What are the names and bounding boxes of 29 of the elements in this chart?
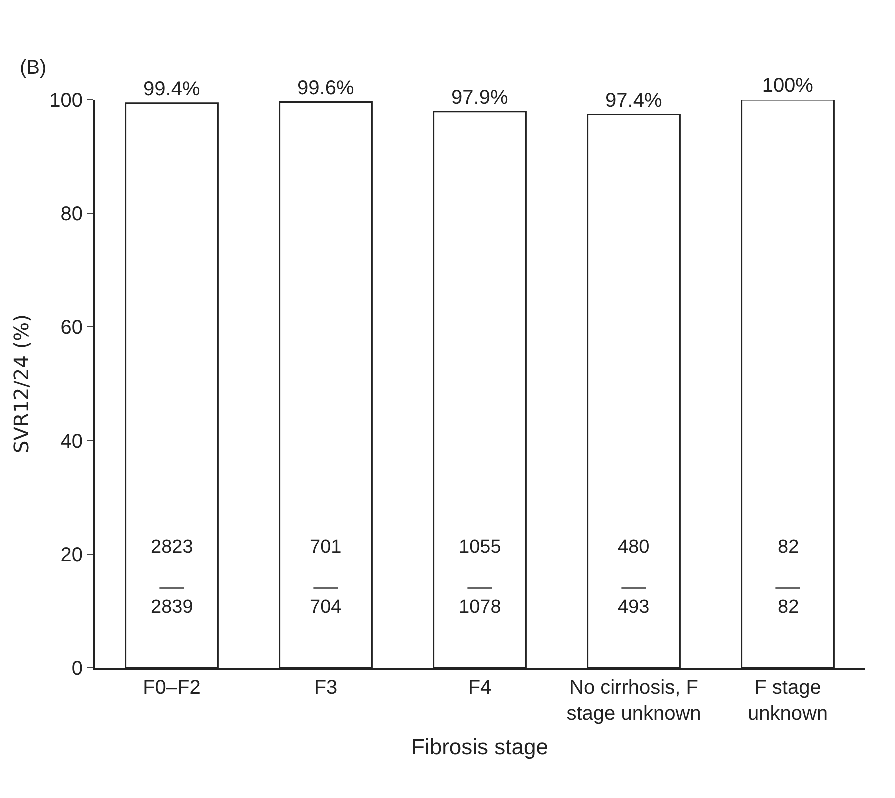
y-tick-label: 60 [60,317,83,340]
annotation: 1055 [459,537,502,558]
x-tick-label: F0–F2 [143,677,201,699]
x-tick-label: F stage unknown [748,677,828,725]
data-label: 100% [762,75,814,97]
x-tick-label: F4 [468,677,492,699]
annotation: 701 [310,537,342,558]
y-tick-label: 100 [50,90,83,112]
annotation: 2823 [151,537,194,558]
annotation: 82 [778,597,800,618]
y-tick-label: 0 [72,658,83,680]
y-tick-label: 40 [60,430,83,453]
annotation: 493 [618,597,650,618]
y-axis-title: SVR12/24 (%) [10,314,34,454]
x-tick-label: F3 [314,677,338,699]
data-label: 97.4% [606,90,662,112]
y-tick-label: 80 [60,204,83,226]
annotation: 480 [618,537,650,558]
x-axis-title: Fibrosis stage [412,734,548,760]
y-tick-label: 20 [60,544,83,566]
x-tick-label: No cirrhosis, F stage unknown [566,677,702,725]
data-label: 99.4% [144,78,200,100]
annotation: 82 [778,537,800,558]
data-label: 99.6% [298,77,354,100]
text: (B) [20,57,47,79]
annotation: 2839 [151,597,194,618]
annotation: 1078 [459,597,502,618]
data-label: 97.9% [452,86,508,109]
annotation: 704 [310,597,342,618]
